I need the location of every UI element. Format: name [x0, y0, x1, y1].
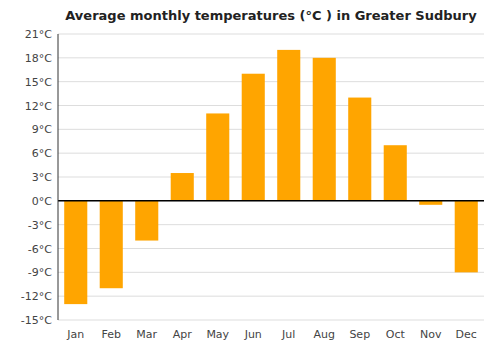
x-tick-label: Oct [386, 328, 406, 341]
x-axis: Jan Feb Mar Apr May Jun Jul Aug Sep Oct Nov Dec [66, 328, 477, 341]
y-tick-label: 18°C [25, 52, 52, 65]
bar [455, 201, 478, 272]
grid-line [58, 177, 484, 178]
x-tick-label: Jan [66, 328, 84, 341]
bar [277, 50, 300, 201]
chart-container: Average monthly temperatures (°C ) in Gr… [0, 0, 500, 350]
bar [313, 58, 336, 201]
x-tick-label: Aug [314, 328, 335, 341]
y-tick-label: -6°C [28, 243, 52, 256]
grid-line [58, 57, 484, 58]
grid-line [58, 81, 484, 82]
x-tick-label: Jul [281, 328, 295, 341]
grid-line [58, 105, 484, 106]
x-tick-label: Dec [456, 328, 477, 341]
bar [135, 201, 158, 241]
y-tick-label: 3°C [32, 171, 52, 184]
grid-line [58, 296, 484, 297]
y-tick-label: 6°C [32, 147, 52, 160]
y-axis-line [58, 34, 59, 320]
chart-svg: Average monthly temperatures (°C ) in Gr… [0, 0, 500, 350]
x-tick-label: Nov [420, 328, 442, 341]
y-tick-label: 21°C [25, 28, 52, 41]
bar [64, 201, 87, 304]
x-tick-label: May [206, 328, 229, 341]
zero-line [58, 200, 484, 202]
grid-line [58, 34, 484, 35]
x-tick-label: Apr [173, 328, 193, 341]
y-tick-label: 0°C [32, 195, 52, 208]
y-tick-label: -9°C [28, 266, 52, 279]
grid-line [58, 320, 484, 321]
x-tick-label: Feb [102, 328, 121, 341]
y-tick-label: -3°C [28, 219, 52, 232]
x-tick-label: Sep [349, 328, 370, 341]
y-axis: -15°C -12°C -9°C -6°C -3°C 0°C 3°C 6°C 9°C 12°C 15… [21, 28, 52, 327]
grid-line [58, 129, 484, 130]
bar [242, 74, 265, 201]
grid [58, 34, 484, 320]
x-tick-label: Jun [244, 328, 262, 341]
y-tick-label: -12°C [21, 290, 52, 303]
y-tick-label: 15°C [25, 76, 52, 89]
bar [384, 145, 407, 201]
bar [100, 201, 123, 288]
bar [206, 113, 229, 200]
grid-line [58, 200, 484, 201]
grid-line [58, 153, 484, 154]
y-tick-label: 9°C [32, 123, 52, 136]
x-tick-label: Mar [136, 328, 157, 341]
bar [171, 173, 194, 201]
y-tick-label: -15°C [21, 314, 52, 327]
bar [348, 98, 371, 201]
bars [64, 50, 478, 304]
title: Average monthly temperatures (°C ) in Gr… [65, 8, 477, 23]
y-tick-label: 12°C [25, 100, 52, 113]
